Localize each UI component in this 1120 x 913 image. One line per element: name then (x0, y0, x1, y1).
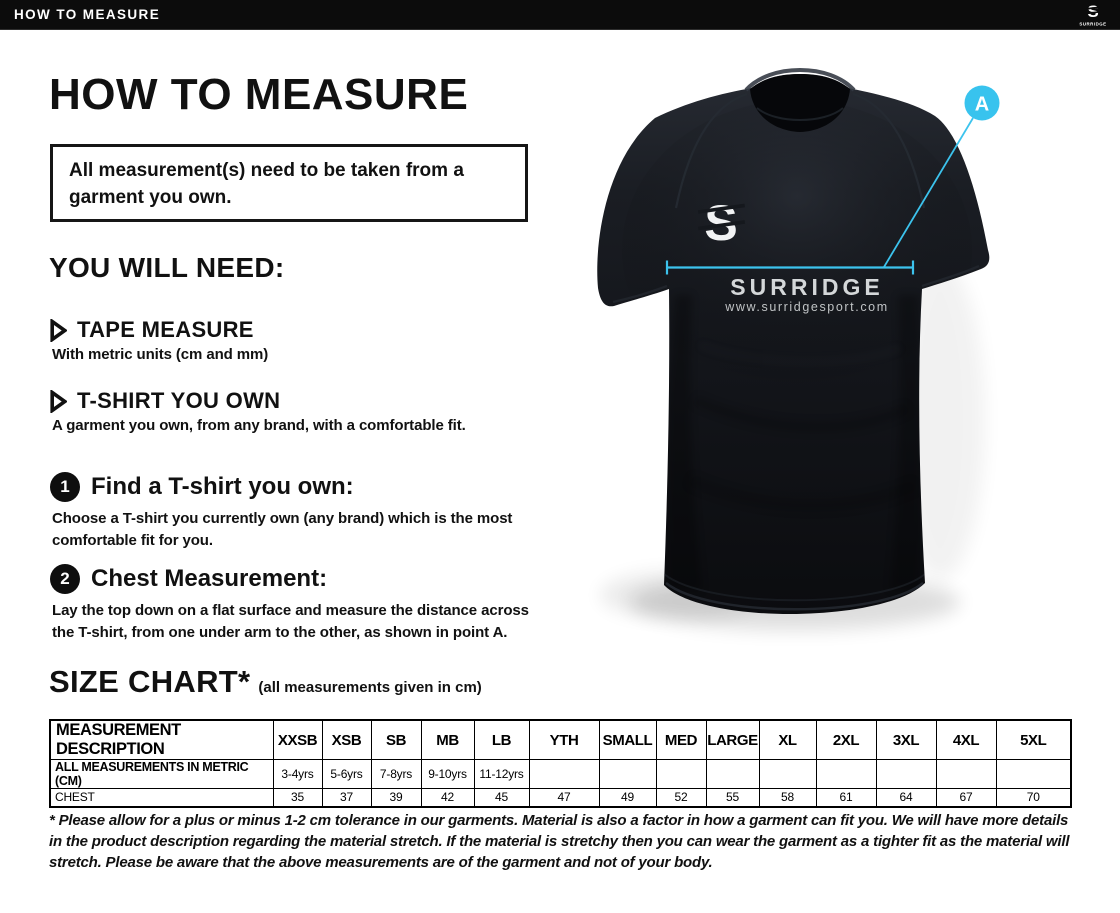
table-cell: 52 (655, 788, 707, 807)
table-cell: 47 (528, 788, 600, 807)
column-header: XXSB (272, 719, 323, 760)
table-cell: 61 (815, 788, 877, 807)
table-row: CHEST 35 37 39 42 45 47 49 52 55 58 61 6… (49, 788, 1072, 807)
table-cell: 7-8yrs (370, 759, 422, 789)
table-cell: 37 (321, 788, 372, 807)
step-description: Lay the top down on a flat surface and m… (52, 602, 529, 641)
table-cell: 67 (935, 788, 997, 807)
row-label: ALL MEASUREMENTS IN METRIC (CM) (49, 759, 274, 789)
column-header: SB (370, 719, 422, 760)
footnote-text: * Please allow for a plus or minus 1-2 c… (49, 812, 1070, 871)
table-cell (995, 759, 1072, 789)
table-cell (528, 759, 600, 789)
you-will-need-heading: YOU WILL NEED: (49, 252, 285, 283)
notice-text: All measurement(s) need to be taken from… (69, 160, 464, 208)
table-cell (598, 759, 657, 789)
column-header: MB (420, 719, 475, 760)
row-label: CHEST (49, 788, 274, 807)
column-header: SMALL (598, 719, 657, 760)
column-header: XSB (321, 719, 372, 760)
need-item-description: A garment you own, from any brand, with … (52, 417, 466, 434)
surridge-logo-icon: S SURRIDGE (1079, 2, 1106, 27)
column-header: 3XL (875, 719, 937, 760)
table-cell: 11-12yrs (473, 759, 530, 789)
table-cell: 55 (705, 788, 760, 807)
table-cell (758, 759, 817, 789)
need-item-title: TAPE MEASURE (77, 317, 254, 342)
need-item-description: With metric units (cm and mm) (52, 346, 269, 363)
step-description: Choose a T-shirt you currently own (any … (52, 510, 513, 549)
notice-box: All measurement(s) need to be taken from… (50, 144, 528, 222)
svg-text:S: S (1087, 2, 1098, 21)
need-item-tshirt: T-SHIRT YOU OWN A garment you own, from … (50, 388, 466, 434)
shirt-brand-text: SURRIDGE (730, 274, 883, 300)
tshirt-graphic: S SURRIDGE www.surridgesport.com A (597, 67, 1000, 630)
step-number-badge: 2 (50, 564, 80, 594)
column-header: 5XL (995, 719, 1072, 760)
step-title: Find a T-shirt you own: (91, 473, 354, 500)
shirt-chest-logo: S (697, 195, 746, 251)
triangle-bullet-icon (50, 318, 67, 342)
step-2: 2 Chest Measurement: Lay the top down on… (50, 564, 560, 644)
sleeve-hem-seam (921, 264, 980, 288)
size-chart-table: MEASUREMENT DESCRIPTION XXSB XSB SB MB L… (49, 719, 1072, 808)
size-chart-subtitle: (all measurements given in cm) (258, 679, 482, 696)
triangle-bullet-icon (50, 389, 67, 413)
table-cell: 5-6yrs (321, 759, 372, 789)
marker-a-label: A (975, 94, 989, 116)
sleeve-hem-seam (612, 284, 668, 304)
column-header: MEASUREMENT DESCRIPTION (49, 719, 274, 760)
chest-measure-line (665, 117, 974, 275)
table-cell: 64 (875, 788, 937, 807)
table-cell: 42 (420, 788, 475, 807)
table-cell: 49 (598, 788, 657, 807)
table-cell (935, 759, 997, 789)
table-cell: 9-10yrs (420, 759, 475, 789)
column-header: XL (758, 719, 817, 760)
column-header: LB (473, 719, 530, 760)
table-cell: 70 (995, 788, 1072, 807)
shoulder-seam (674, 92, 748, 209)
size-chart-heading-row: SIZE CHART* (all measurements given in c… (49, 664, 482, 700)
column-header: 4XL (935, 719, 997, 760)
table-cell (705, 759, 760, 789)
column-header: MED (655, 719, 707, 760)
need-item-title: T-SHIRT YOU OWN (77, 388, 281, 413)
step-1: 1 Find a T-shirt you own: Choose a T-shi… (50, 472, 560, 552)
table-cell: 3-4yrs (272, 759, 323, 789)
surridge-logo-text: SURRIDGE (1079, 22, 1106, 27)
top-bar: HOW TO MEASURE S SURRIDGE (0, 0, 1120, 30)
column-header: 2XL (815, 719, 877, 760)
marker-a-badge: A (964, 85, 1000, 121)
tshirt-image: S SURRIDGE www.surridgesport.com A (570, 50, 1050, 660)
shoulder-seam (852, 92, 926, 209)
table-cell: 45 (473, 788, 530, 807)
column-header: LARGE (705, 719, 760, 760)
shirt-website-text: www.surridgesport.com (724, 300, 889, 314)
step-title: Chest Measurement: (91, 565, 328, 592)
table-cell: 35 (272, 788, 323, 807)
size-chart-title: SIZE CHART* (49, 664, 251, 699)
step-number-badge: 1 (50, 472, 80, 502)
table-cell (875, 759, 937, 789)
page-title: HOW TO MEASURE (49, 70, 469, 119)
table-cell (815, 759, 877, 789)
table-row: ALL MEASUREMENTS IN METRIC (CM) 3-4yrs 5… (49, 759, 1072, 789)
table-cell: 39 (370, 788, 422, 807)
table-header-row: MEASUREMENT DESCRIPTION XXSB XSB SB MB L… (49, 719, 1072, 760)
table-cell (655, 759, 707, 789)
collar-band (744, 67, 856, 92)
column-header: YTH (528, 719, 600, 760)
need-item-tape-measure: TAPE MEASURE With metric units (cm and m… (50, 317, 268, 363)
top-bar-title: HOW TO MEASURE (14, 7, 161, 22)
table-cell: 58 (758, 788, 817, 807)
